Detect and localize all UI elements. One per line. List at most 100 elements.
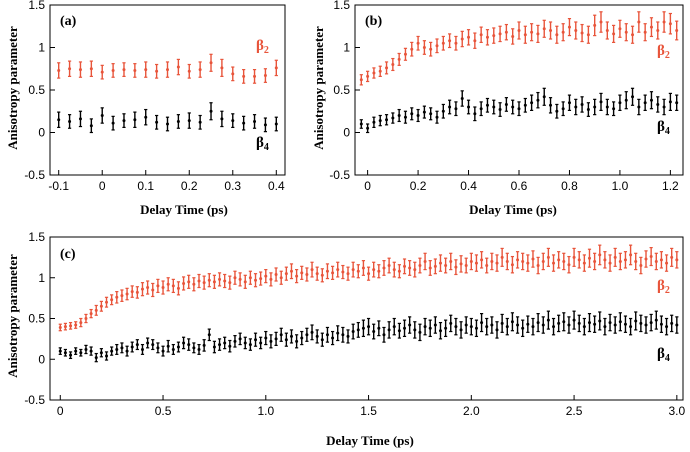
panel-b-beta2-point (561, 23, 565, 42)
panel-c-beta2-marker (634, 259, 638, 263)
panel-c-beta4-marker (397, 329, 401, 333)
panel-c-beta2-marker (644, 257, 648, 261)
panel-c-beta2-point (341, 264, 345, 280)
panel-c-beta2-marker (336, 268, 340, 272)
panel-c-beta2-point (634, 252, 638, 271)
panel-c-beta4-point (269, 334, 273, 349)
panel-a-beta4-marker (263, 123, 267, 127)
panel-b-beta4-point (637, 98, 641, 116)
panel-c-beta4-marker (325, 333, 329, 337)
panel-c-beta2-point (551, 254, 556, 272)
panel-b-beta2-marker (517, 29, 521, 32)
panel-c-beta2-marker (279, 276, 283, 280)
panel-b-beta2-point (618, 19, 622, 38)
panel-b-beta2-point (567, 18, 572, 37)
panel-c-beta4-point (413, 321, 417, 339)
panel-b-beta2-marker (473, 39, 477, 43)
panel-c-beta4-marker (254, 338, 258, 342)
panel-c-beta4-point (562, 312, 566, 332)
panel-c-beta2-marker (392, 268, 396, 272)
panel-c-beta4-point (79, 348, 83, 357)
panel-c-beta2-marker (315, 272, 319, 276)
panel-c-beta2-point (479, 251, 484, 269)
panel-b-beta2-marker (359, 78, 363, 82)
panel-a-beta4-point (263, 117, 268, 133)
panel-c-beta4-marker (223, 341, 227, 345)
panel-c-beta4-marker (623, 322, 627, 326)
panel-a-plot-area: -0.5 0 0.5 1 1.5 -0.1 0 0.1 0.2 0.3 0.4 (24, 0, 286, 193)
panel-a-beta2-marker (187, 69, 191, 73)
panel-c-beta2-point (608, 254, 612, 272)
panel-c-beta2-marker (603, 258, 607, 262)
panel-c-beta4-marker (665, 325, 669, 329)
panel-c-beta2-point (264, 269, 268, 284)
panel-b-beta4-point (574, 98, 578, 116)
panel-b-beta2-point (359, 74, 363, 86)
panel-c-beta4-marker (618, 320, 622, 324)
panel-c-beta2-point (536, 256, 540, 275)
panel-b-beta2-marker (530, 30, 534, 34)
panel-a-beta2-label: β2 (256, 38, 269, 56)
panel-b-beta4-point (618, 94, 622, 112)
panel-c-beta2-marker (361, 266, 365, 270)
panel-c-beta2-point (623, 251, 628, 269)
panel-c-beta2-point (223, 273, 227, 289)
panel-c-beta4-point (618, 312, 622, 332)
panel-c-beta2-marker (480, 258, 484, 262)
panel-b-beta4-point (479, 101, 483, 117)
panel-c-beta2-point (84, 313, 88, 324)
panel-c-beta4-marker (94, 356, 98, 360)
panel-c-beta2-point (372, 261, 376, 278)
panel-c-beta4-marker (423, 325, 427, 329)
panel-b-beta2-marker (385, 66, 389, 70)
panel-c-beta2-point (289, 263, 294, 280)
panel-c-beta2-point (104, 296, 109, 308)
panel-c-beta2-marker (464, 264, 468, 268)
panel-c-beta2-point (408, 260, 412, 276)
panel-c-beta2-point (495, 254, 499, 272)
panel-c-beta4-marker (500, 321, 504, 325)
panel-c-beta4-marker (552, 325, 556, 329)
panel-a-beta2-marker (111, 68, 115, 72)
panel-c-beta2-point (572, 247, 576, 267)
panel-c-beta4-point (536, 313, 540, 333)
panel-c: Anisotropy parameter Delay Time (ps) (c)… (5, 230, 685, 448)
panel-c-beta2-marker (151, 288, 155, 292)
panel-c-beta4-point (608, 313, 612, 332)
panel-c-beta2-marker (84, 317, 88, 320)
panel-c-beta4-point (382, 326, 386, 343)
panel-b-beta2-point (366, 70, 370, 83)
panel-c-beta2-point (598, 244, 602, 266)
panel-b-beta2-point (403, 47, 408, 61)
panel-a-beta2-marker (100, 70, 104, 74)
panel-c-beta2-marker (212, 280, 216, 284)
panel-b-beta2-point (479, 26, 483, 44)
panel-c-beta4-point (284, 332, 288, 347)
panel-b-beta4-point (460, 90, 464, 107)
panel-b-beta2-marker (403, 52, 407, 56)
panel-c-beta4-marker (228, 344, 232, 348)
panel-c-beta2-point (505, 252, 509, 271)
panel-a-beta4-point (122, 113, 126, 129)
panel-b-beta4-marker (372, 120, 376, 124)
panel-c-beta4-point (320, 332, 324, 347)
panel-c-beta2-point (444, 257, 448, 274)
panel-c-beta4-point (58, 347, 62, 355)
panel-c-beta2-marker (613, 255, 617, 259)
panel-c-beta4-marker (74, 349, 78, 353)
panel-b-beta2-point (656, 21, 660, 40)
panel-b-beta2-point (637, 11, 641, 33)
panel-b-beta2-marker (555, 33, 559, 37)
panel-c-plot-area: -0.5 0 0.5 1 1.5 0 0.5 1.0 1.5 2.0 2.5 3.0 (24, 230, 685, 418)
panel-c-beta4-point (253, 332, 258, 347)
panel-c-beta2-marker (526, 261, 530, 265)
panel-c-beta2-marker (587, 256, 591, 260)
panel-b-x-tick-label: 0.6 (511, 179, 528, 193)
panel-c-beta2-marker (202, 281, 206, 285)
panel-c-beta2-point (284, 266, 288, 281)
panel-c-beta2-point (474, 254, 479, 272)
panel-c-beta4-point (423, 317, 427, 336)
panel-c-beta2-marker (320, 273, 324, 277)
panel-a-y-tick-label: 1 (38, 41, 45, 55)
panel-a-beta2-point (220, 58, 224, 78)
